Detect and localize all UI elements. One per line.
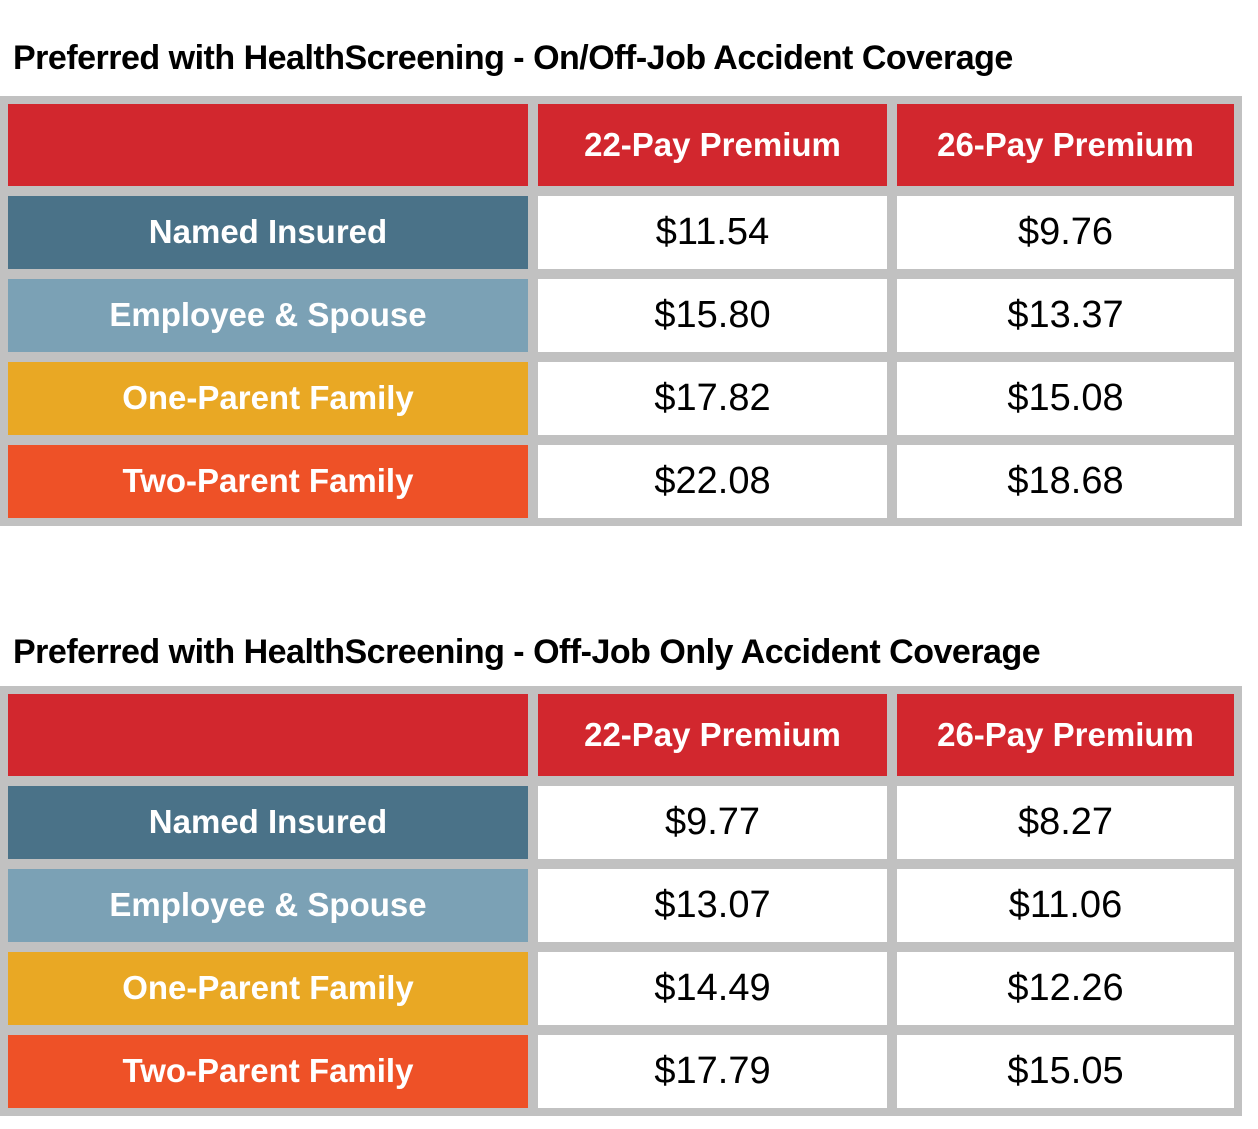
table-1-row-label-employee-spouse: Employee & Spouse <box>8 278 528 352</box>
table-1-row-label-two-parent-family: Two-Parent Family <box>8 444 528 518</box>
table-2-employee-spouse-26-pay-value: $11.06 <box>897 868 1234 942</box>
table-2-two-parent-family-22-pay-value: $17.79 <box>538 1034 887 1108</box>
rate-table-off-job-only: 22-Pay Premium 26-Pay Premium Named Insu… <box>0 685 1242 1116</box>
table-2-header-22-pay: 22-Pay Premium <box>538 693 887 776</box>
table-2-header-spacer <box>8 693 528 776</box>
table-1-row-label-named-insured: Named Insured <box>8 195 528 269</box>
table-1-employee-spouse-26-pay-value: $13.37 <box>897 278 1234 352</box>
table-2-two-parent-family-26-pay-value: $15.05 <box>897 1034 1234 1108</box>
table-1-named-insured-22-pay-value: $11.54 <box>538 195 887 269</box>
table-2-named-insured-26-pay-value: $8.27 <box>897 785 1234 859</box>
table-2-header-26-pay: 26-Pay Premium <box>897 693 1234 776</box>
table-1-header-22-pay: 22-Pay Premium <box>538 103 887 186</box>
table-1-one-parent-family-26-pay-value: $15.08 <box>897 361 1234 435</box>
table-2-named-insured-22-pay-value: $9.77 <box>538 785 887 859</box>
table-2-one-parent-family-22-pay-value: $14.49 <box>538 951 887 1025</box>
rate-table-on-off-job: 22-Pay Premium 26-Pay Premium Named Insu… <box>0 95 1242 526</box>
table-2-title: Preferred with HealthScreening - Off-Job… <box>13 632 1041 671</box>
table-2-row-label-two-parent-family: Two-Parent Family <box>8 1034 528 1108</box>
table-1-employee-spouse-22-pay-value: $15.80 <box>538 278 887 352</box>
table-1-one-parent-family-22-pay-value: $17.82 <box>538 361 887 435</box>
table-1-named-insured-26-pay-value: $9.76 <box>897 195 1234 269</box>
table-1-title: Preferred with HealthScreening - On/Off-… <box>13 39 1013 77</box>
table-1-header-spacer <box>8 103 528 186</box>
table-1-two-parent-family-26-pay-value: $18.68 <box>897 444 1234 518</box>
table-2-row-label-one-parent-family: One-Parent Family <box>8 951 528 1025</box>
table-1-row-label-one-parent-family: One-Parent Family <box>8 361 528 435</box>
table-2-row-label-named-insured: Named Insured <box>8 785 528 859</box>
table-1-header-26-pay: 26-Pay Premium <box>897 103 1234 186</box>
table-2-row-label-employee-spouse: Employee & Spouse <box>8 868 528 942</box>
table-2-one-parent-family-26-pay-value: $12.26 <box>897 951 1234 1025</box>
table-2-employee-spouse-22-pay-value: $13.07 <box>538 868 887 942</box>
table-1-two-parent-family-22-pay-value: $22.08 <box>538 444 887 518</box>
